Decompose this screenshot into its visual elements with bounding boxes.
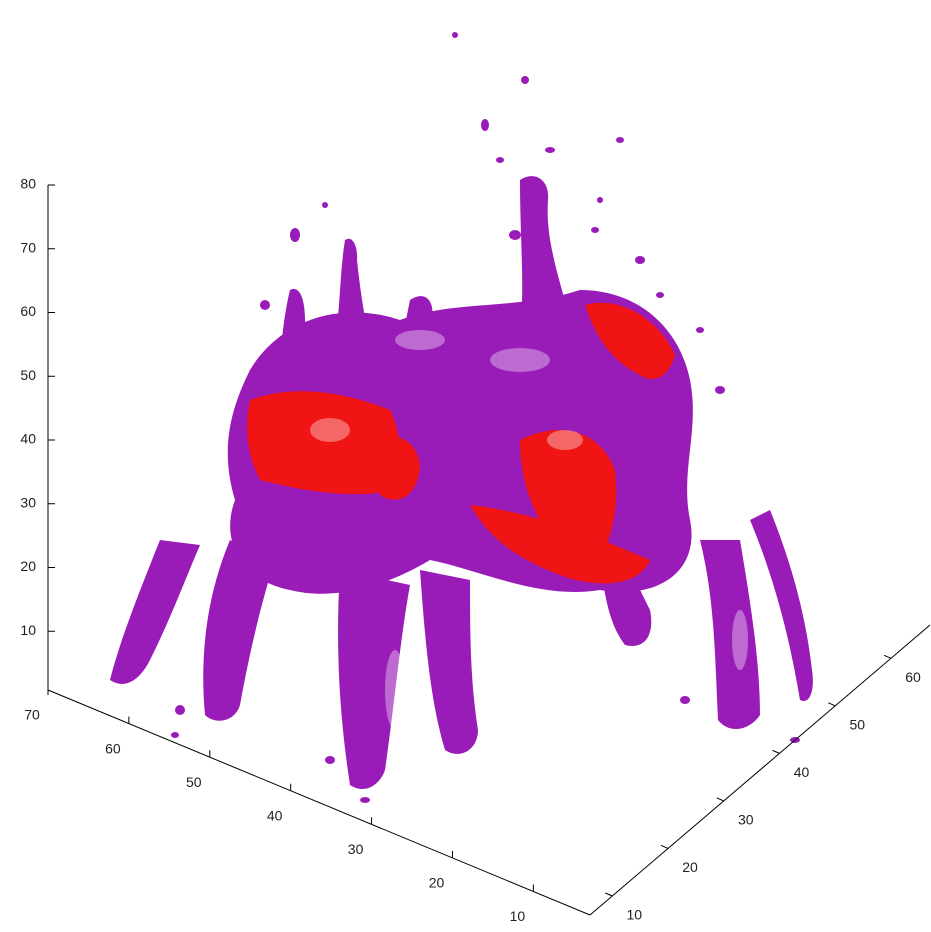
surface (750, 510, 813, 701)
tick-mark (884, 655, 891, 658)
surface (110, 540, 200, 684)
x-tick-label: 60 (105, 740, 121, 756)
axis-line (48, 690, 590, 915)
surface (335, 239, 370, 345)
tick-mark (828, 703, 835, 706)
y-tick-label: 30 (738, 812, 754, 828)
tick-mark (605, 893, 612, 896)
surface (700, 540, 760, 729)
isosurface (110, 32, 813, 803)
y-tick-label: 50 (849, 717, 865, 733)
x-tick-label: 40 (267, 807, 283, 823)
chart: 70 60 50 40 30 20 10 10 20 30 40 50 60 10 20 30 40 50 60 70… (0, 0, 931, 932)
y-tick-label: 10 (627, 907, 643, 923)
surface (280, 289, 310, 360)
surface (520, 176, 570, 330)
z-tick-label: 70 (20, 239, 36, 255)
z-tick-label: 40 (20, 431, 36, 447)
z-tick-label: 60 (20, 303, 36, 319)
x-tick-label: 20 (429, 875, 445, 891)
x-tick-label: 50 (186, 774, 202, 790)
z-tick-label: 50 (20, 367, 36, 383)
x-tick-label: 10 (510, 908, 526, 924)
z-tick-label: 30 (20, 494, 36, 510)
z-tick-label: 80 (20, 176, 36, 192)
x-tick-label: 30 (348, 841, 364, 857)
surface (420, 570, 478, 754)
y-tick-label: 60 (905, 669, 921, 685)
y-tick-label: 20 (682, 859, 698, 875)
z-tick-label: 10 (20, 622, 36, 638)
tick-mark (661, 845, 668, 848)
axis-line (590, 625, 930, 915)
tick-mark (773, 750, 780, 753)
z-tick-label: 20 (20, 558, 36, 574)
tick-mark (717, 798, 724, 801)
x-tick-label: 70 (24, 707, 40, 723)
y-tick-label: 40 (794, 764, 810, 780)
